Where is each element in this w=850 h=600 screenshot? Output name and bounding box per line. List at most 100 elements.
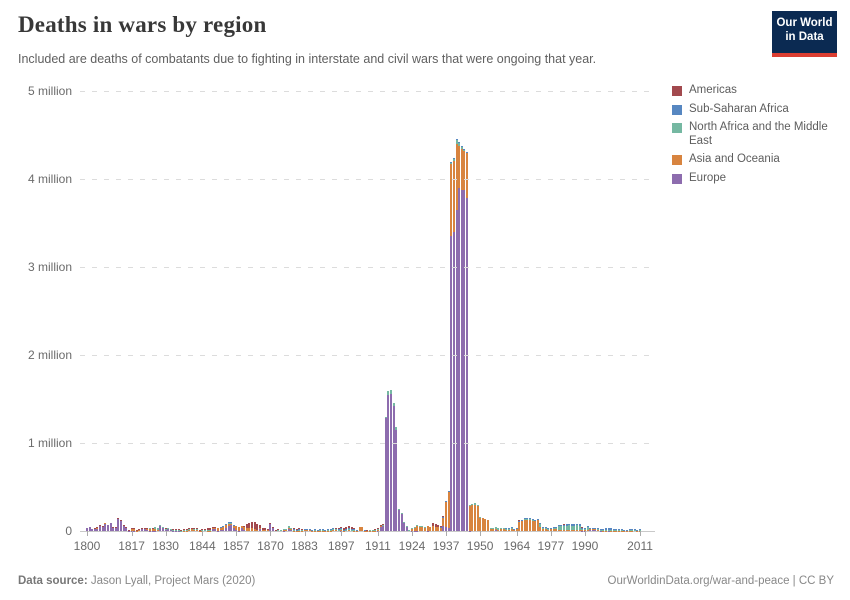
bar-segment[interactable] bbox=[549, 528, 552, 530]
bar-year-1846[interactable] bbox=[206, 528, 209, 531]
bar-segment[interactable] bbox=[531, 519, 534, 521]
bar-segment[interactable] bbox=[198, 529, 201, 531]
bar-segment[interactable] bbox=[101, 526, 104, 527]
bar-segment[interactable] bbox=[316, 530, 319, 531]
bar-year-1837[interactable] bbox=[182, 529, 185, 531]
bar-segment[interactable] bbox=[148, 528, 151, 531]
bar-year-2009[interactable] bbox=[633, 529, 636, 531]
bar-segment[interactable] bbox=[353, 527, 356, 530]
bar-segment[interactable] bbox=[224, 524, 227, 529]
bar-segment[interactable] bbox=[306, 530, 309, 531]
bar-segment[interactable] bbox=[319, 529, 322, 531]
bar-year-1865[interactable] bbox=[256, 523, 259, 531]
bar-year-1830[interactable] bbox=[164, 528, 167, 531]
bar-segment[interactable] bbox=[277, 529, 280, 530]
bar-year-1860[interactable] bbox=[243, 525, 246, 531]
bar-year-1853[interactable] bbox=[224, 523, 227, 531]
bar-year-1965[interactable] bbox=[518, 520, 521, 531]
bar-segment[interactable] bbox=[542, 527, 545, 529]
bar-segment[interactable] bbox=[143, 528, 146, 530]
bar-segment[interactable] bbox=[379, 526, 382, 527]
bar-year-1858[interactable] bbox=[238, 527, 240, 531]
bar-segment[interactable] bbox=[217, 530, 220, 531]
bar-segment[interactable] bbox=[93, 527, 96, 529]
bar-year-1896[interactable] bbox=[337, 527, 340, 531]
bar-segment[interactable] bbox=[589, 527, 592, 529]
bar-segment[interactable] bbox=[439, 526, 442, 527]
bar-year-1997[interactable] bbox=[602, 528, 605, 531]
bar-segment[interactable] bbox=[445, 501, 448, 528]
bar-segment[interactable] bbox=[311, 530, 314, 531]
bar-segment[interactable] bbox=[290, 527, 293, 529]
bar-segment[interactable] bbox=[230, 525, 233, 531]
bar-year-2011[interactable] bbox=[639, 529, 641, 531]
bar-segment[interactable] bbox=[306, 529, 309, 531]
bar-segment[interactable] bbox=[227, 526, 230, 531]
bar-year-1802[interactable] bbox=[91, 529, 94, 531]
bar-segment[interactable] bbox=[568, 524, 571, 526]
bar-segment[interactable] bbox=[190, 528, 193, 530]
bar-segment[interactable] bbox=[583, 529, 586, 531]
bar-segment[interactable] bbox=[408, 530, 411, 531]
bar-segment[interactable] bbox=[410, 530, 413, 531]
bar-segment[interactable] bbox=[442, 516, 445, 518]
bar-segment[interactable] bbox=[321, 530, 324, 531]
bar-segment[interactable] bbox=[314, 530, 316, 531]
bar-segment[interactable] bbox=[521, 521, 524, 531]
bar-segment[interactable] bbox=[562, 530, 565, 531]
bar-segment[interactable] bbox=[455, 138, 458, 141]
bar-segment[interactable] bbox=[138, 529, 141, 531]
bar-year-2002[interactable] bbox=[615, 529, 618, 531]
bar-year-1843[interactable] bbox=[198, 529, 201, 531]
bar-year-1944[interactable] bbox=[463, 148, 466, 531]
bar-segment[interactable] bbox=[639, 529, 641, 531]
bar-segment[interactable] bbox=[581, 530, 584, 531]
bar-segment[interactable] bbox=[526, 519, 529, 531]
bar-segment[interactable] bbox=[230, 522, 233, 524]
bar-segment[interactable] bbox=[581, 528, 584, 530]
bar-segment[interactable] bbox=[390, 393, 393, 531]
bar-segment[interactable] bbox=[295, 529, 298, 531]
bar-segment[interactable] bbox=[486, 519, 489, 531]
bar-segment[interactable] bbox=[484, 518, 487, 531]
bar-segment[interactable] bbox=[308, 530, 311, 531]
bar-segment[interactable] bbox=[148, 530, 151, 531]
bar-segment[interactable] bbox=[130, 528, 133, 530]
bar-segment[interactable] bbox=[424, 527, 427, 531]
bar-segment[interactable] bbox=[403, 523, 406, 531]
bar-segment[interactable] bbox=[188, 528, 191, 529]
bar-segment[interactable] bbox=[232, 525, 235, 529]
bar-year-1826[interactable] bbox=[154, 527, 157, 531]
bar-segment[interactable] bbox=[610, 530, 613, 531]
bar-year-2005[interactable] bbox=[623, 529, 626, 531]
bar-segment[interactable] bbox=[376, 529, 379, 531]
bar-segment[interactable] bbox=[353, 530, 356, 531]
bar-segment[interactable] bbox=[374, 529, 377, 531]
bar-year-1807[interactable] bbox=[104, 522, 107, 531]
bar-segment[interactable] bbox=[300, 529, 303, 530]
bar-year-1806[interactable] bbox=[101, 526, 104, 531]
bar-segment[interactable] bbox=[345, 529, 348, 531]
bar-segment[interactable] bbox=[513, 530, 516, 531]
bar-segment[interactable] bbox=[374, 530, 377, 531]
bar-segment[interactable] bbox=[494, 528, 497, 531]
bar-segment[interactable] bbox=[314, 529, 316, 531]
bar-segment[interactable] bbox=[172, 529, 175, 531]
bar-segment[interactable] bbox=[101, 526, 104, 531]
bar-segment[interactable] bbox=[604, 530, 607, 531]
bar-year-1949[interactable] bbox=[476, 504, 479, 531]
bar-segment[interactable] bbox=[534, 519, 537, 521]
bar-segment[interactable] bbox=[130, 529, 133, 531]
bar-segment[interactable] bbox=[222, 526, 225, 530]
bar-segment[interactable] bbox=[408, 529, 411, 531]
bar-segment[interactable] bbox=[334, 529, 337, 531]
bar-segment[interactable] bbox=[395, 429, 398, 531]
bar-segment[interactable] bbox=[151, 528, 154, 529]
bar-segment[interactable] bbox=[379, 526, 382, 531]
bar-segment[interactable] bbox=[468, 505, 471, 506]
bar-year-1981[interactable] bbox=[560, 525, 563, 531]
bar-segment[interactable] bbox=[86, 528, 88, 531]
bar-segment[interactable] bbox=[175, 529, 178, 531]
bar-segment[interactable] bbox=[285, 530, 288, 531]
bar-segment[interactable] bbox=[154, 529, 157, 531]
